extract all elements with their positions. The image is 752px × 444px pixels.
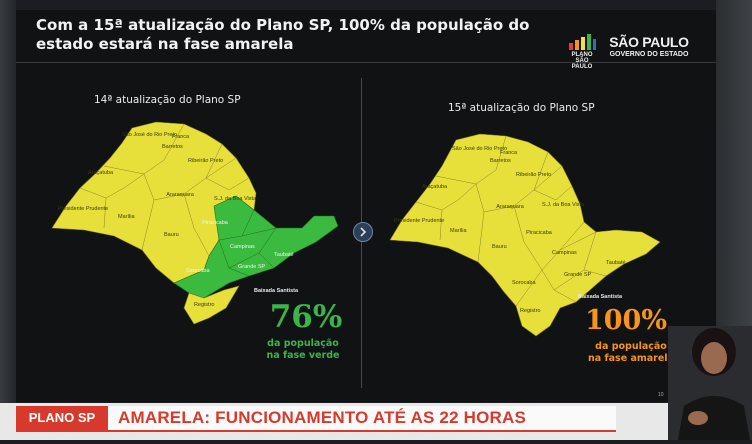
interpreter-figure-icon — [668, 326, 752, 440]
city-sjrp-r: São José do Rio Preto — [452, 146, 508, 152]
city-piracicaba-r: Piracicaba — [526, 230, 552, 236]
city-taubate: Taubaté — [274, 252, 294, 258]
news-ticker-bar — [16, 406, 616, 430]
city-campinas-r: Campinas — [552, 250, 577, 256]
city-grande-sp-r: Grande SP — [564, 272, 592, 278]
slide-title: Com a 15ª atualização do Plano SP, 100% … — [36, 16, 530, 53]
city-registro-r: Registro — [520, 308, 541, 314]
city-ribeirao: Ribeirão Preto — [188, 158, 224, 164]
right-map-svg — [389, 133, 661, 337]
screen-bezel-left — [0, 0, 16, 440]
title-divider — [16, 62, 716, 63]
city-baixada-santista-r: Baixada Santista — [578, 294, 623, 300]
city-franca-r: Franca — [500, 150, 518, 156]
left-state-map: Franca São José do Rio Preto Barretos Ri… — [44, 118, 344, 338]
city-araraquara-r: Araraquara — [496, 204, 524, 210]
right-map-yellow-area — [389, 133, 661, 337]
city-bauru-r: Bauru — [492, 244, 507, 250]
city-presidente-prudente-r: Presidente Prudente — [394, 218, 445, 224]
plano-sp-logo-text: PLANO SÃO PAULO — [571, 52, 593, 70]
right-stat-value: 100% — [584, 305, 667, 336]
left-map-label: 14ª atualização do Plano SP — [94, 94, 241, 106]
right-state-map: Franca São José do Rio Preto Barretos Ri… — [384, 130, 684, 350]
city-sorocaba: Sorocaba — [186, 268, 210, 274]
city-franca: Franca — [172, 134, 190, 140]
city-sjrp: São José do Rio Preto — [122, 132, 178, 138]
sign-language-interpreter — [668, 326, 752, 440]
city-barretos-r: Barretos — [490, 158, 511, 164]
city-baixada-santista: Baixada Santista — [254, 288, 299, 294]
left-stat-value: 76% — [269, 299, 343, 335]
next-arrow-button[interactable] — [353, 222, 373, 242]
city-ribeirao-r: Ribeirão Preto — [516, 172, 552, 178]
city-registro: Registro — [194, 302, 215, 308]
city-presidente-prudente: Presidente Prudente — [58, 206, 109, 212]
city-taubate-r: Taubaté — [606, 260, 626, 266]
left-map-registro-area — [183, 285, 240, 325]
chevron-right-icon — [360, 227, 367, 237]
right-stat-caption: da população na fase amarela — [588, 341, 674, 364]
bar-chart-logo-icon — [569, 34, 596, 50]
city-araraquara: Araraquara — [166, 192, 194, 198]
page-number: 10 — [658, 392, 664, 398]
governo-sp-logo-sub: GOVERNO DO ESTADO — [609, 51, 689, 58]
city-aracatuba-r: Araçatuba — [422, 184, 448, 190]
plano-sp-logo: PLANO SÃO PAULO — [566, 34, 598, 70]
city-sjbv: S.J. da Boa Vista — [214, 196, 257, 202]
ticker-underline — [16, 430, 616, 432]
left-map-svg — [51, 121, 339, 325]
city-piracicaba: Piracicaba — [202, 220, 228, 226]
city-sjbv-r: S.J. da Boa Vista — [542, 202, 585, 208]
city-sorocaba-r: Sorocaba — [512, 280, 536, 286]
city-marilia: Marília — [118, 214, 135, 220]
left-map-green-area — [173, 195, 339, 299]
city-aracatuba: Araçatuba — [88, 170, 114, 176]
ticker-tag: PLANO SP — [16, 406, 108, 430]
governo-sp-logo: SÃO PAULO GOVERNO DO ESTADO — [604, 34, 694, 64]
ticker-headline: AMARELA: FUNCIONAMENTO ATÉ AS 22 HORAS — [118, 408, 527, 427]
city-campinas: Campinas — [230, 244, 255, 250]
governo-sp-logo-main: SÃO PAULO — [609, 34, 689, 50]
city-bauru: Bauru — [164, 232, 179, 238]
city-grande-sp: Grande SP — [238, 264, 266, 270]
city-barretos: Barretos — [162, 144, 183, 150]
presentation-slide: Com a 15ª atualização do Plano SP, 100% … — [16, 10, 716, 402]
right-map-label: 15ª atualização do Plano SP — [448, 102, 595, 114]
city-marilia-r: Marília — [450, 228, 467, 234]
left-stat-caption: da população na fase verde — [266, 338, 340, 361]
